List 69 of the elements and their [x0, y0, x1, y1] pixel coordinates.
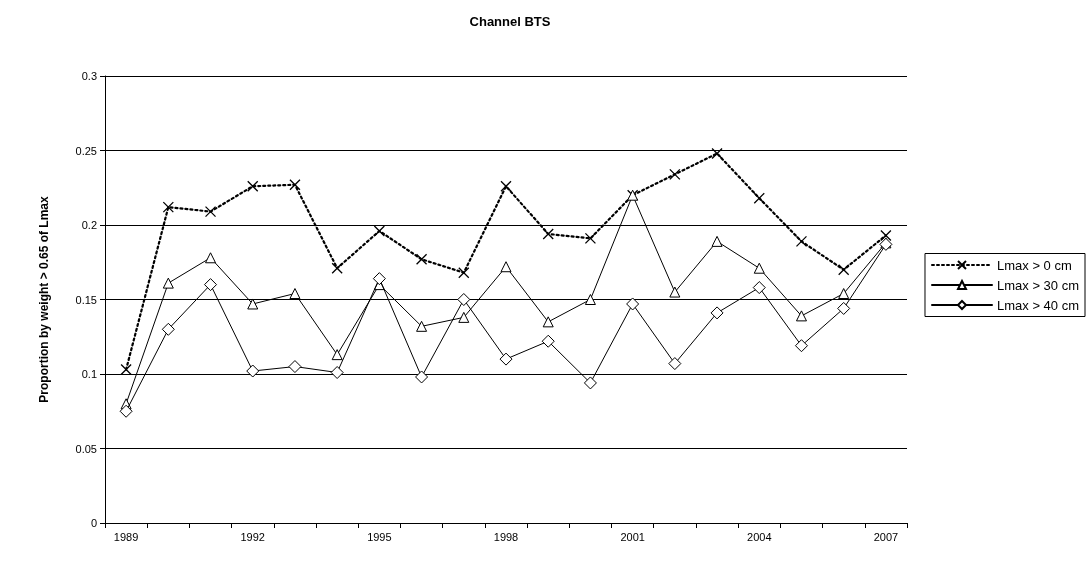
point	[837, 301, 851, 315]
legend-label: Lmax > 30 cm	[996, 277, 1080, 293]
x-tick-label: 1989	[113, 530, 139, 543]
point	[415, 370, 429, 384]
y-tick-label: 0.05	[75, 442, 97, 455]
point	[458, 311, 470, 323]
legend-label: Lmax > 40 cm	[996, 297, 1080, 313]
point	[668, 357, 682, 371]
point	[542, 316, 554, 328]
x-tick-label: 2001	[620, 530, 645, 543]
y-tick-label: 0.2	[81, 219, 97, 231]
point	[288, 360, 302, 374]
y-tick-label: 0.3	[81, 70, 97, 82]
point	[753, 262, 765, 274]
point	[331, 349, 343, 361]
point	[838, 264, 850, 276]
point	[710, 306, 724, 320]
chart-title: Channel BTS	[469, 14, 551, 29]
point	[119, 404, 133, 418]
point	[289, 179, 301, 191]
point	[161, 322, 175, 336]
point	[204, 278, 218, 292]
point	[331, 262, 343, 274]
y-axis-title: Proportion by weight > 0.65 of Lmax	[37, 195, 51, 403]
point	[711, 147, 723, 160]
point	[289, 288, 301, 300]
point	[669, 168, 681, 180]
y-tick-label: 0.1	[81, 368, 97, 380]
point	[247, 180, 259, 192]
point	[246, 364, 260, 378]
point	[584, 294, 596, 305]
point	[416, 320, 428, 332]
point	[795, 310, 807, 322]
point	[457, 293, 471, 306]
point	[880, 229, 892, 242]
x-tick-label: 2007	[873, 530, 899, 543]
point	[500, 180, 512, 192]
point	[458, 267, 470, 279]
point	[542, 228, 554, 240]
x-tick-label: 1992	[240, 530, 265, 543]
point	[204, 205, 217, 218]
point	[752, 281, 766, 295]
point	[583, 376, 597, 390]
point	[541, 334, 555, 348]
point	[499, 352, 513, 366]
point	[626, 297, 640, 311]
point	[372, 272, 386, 286]
point	[373, 225, 386, 237]
point	[330, 366, 344, 380]
point	[711, 235, 723, 247]
point	[500, 261, 512, 273]
point	[247, 298, 259, 310]
legend-label: Lmax > 0 cm	[996, 257, 1072, 273]
point	[415, 253, 428, 265]
point	[162, 201, 174, 213]
y-tick-label: 0.25	[75, 144, 97, 157]
point	[794, 339, 808, 353]
point	[162, 277, 174, 289]
point	[669, 286, 681, 298]
x-tick-label: 1995	[367, 530, 392, 543]
y-tick-label: 0.15	[75, 293, 97, 306]
point	[584, 232, 597, 245]
point	[753, 192, 765, 204]
x-tick-label: 2004	[747, 530, 772, 543]
point	[205, 252, 217, 264]
point	[838, 288, 850, 300]
x-tick-label: 1998	[493, 530, 519, 543]
point	[795, 235, 808, 248]
y-tick-label: 0	[90, 517, 97, 529]
